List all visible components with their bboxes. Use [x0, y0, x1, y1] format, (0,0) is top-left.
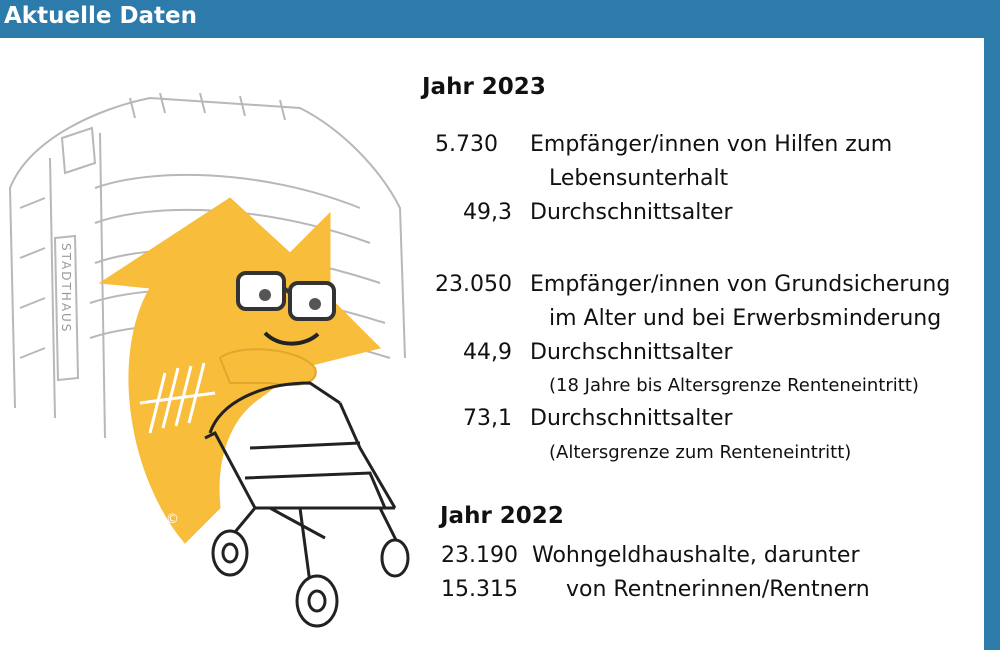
label-durchschnittsalter-3: Durchschnittsalter	[530, 406, 733, 431]
label-wohngeldhaushalte: Wohngeldhaushalte, darunter	[532, 543, 860, 568]
value-44-9: 44,9	[463, 340, 512, 365]
eye-right	[309, 298, 321, 310]
value-15315: 15.315	[441, 577, 518, 602]
value-5730: 5.730	[435, 132, 498, 157]
value-73-1: 73,1	[463, 406, 512, 431]
smile	[263, 331, 320, 346]
value-23050: 23.050	[435, 272, 512, 297]
section-heading-2022: Jahr 2022	[440, 503, 564, 529]
label-durchschnittsalter-2: Durchschnittsalter	[530, 340, 733, 365]
label-rentner: von Rentnerinnen/Rentnern	[566, 577, 870, 602]
label-grundsicherung: Empfänger/innen von Grundsicherung	[530, 272, 951, 297]
page-title: Aktuelle Daten	[4, 3, 198, 29]
stroller-icon	[204, 381, 402, 584]
value-49-3: 49,3	[463, 200, 512, 225]
copyright-mark: ©	[166, 512, 179, 527]
label-hilfen: Empfänger/innen von Hilfen zum	[530, 132, 893, 157]
tally-marks	[139, 362, 216, 434]
label-alter-erwerbsminderung: im Alter und bei Erwerbsminderung	[549, 306, 942, 331]
eye-left	[259, 289, 271, 301]
label-durchschnittsalter-1: Durchschnittsalter	[530, 200, 733, 225]
glasses-icon	[236, 271, 336, 321]
note-18-jahre: (18 Jahre bis Altersgrenze Renteneintrit…	[549, 375, 919, 396]
section-heading-2023: Jahr 2023	[422, 74, 546, 100]
building-sketch	[9, 92, 406, 439]
stroller-wheels	[211, 529, 410, 628]
label-lebensunterhalt: Lebensunterhalt	[549, 166, 729, 191]
illustration: STADTHAUS ©	[9, 92, 410, 628]
note-altersgrenze: (Altersgrenze zum Renteneintritt)	[549, 442, 852, 463]
value-23190: 23.190	[441, 543, 518, 568]
building-sign: STADTHAUS	[59, 243, 73, 333]
header-bar: Aktuelle Daten	[0, 0, 1000, 38]
